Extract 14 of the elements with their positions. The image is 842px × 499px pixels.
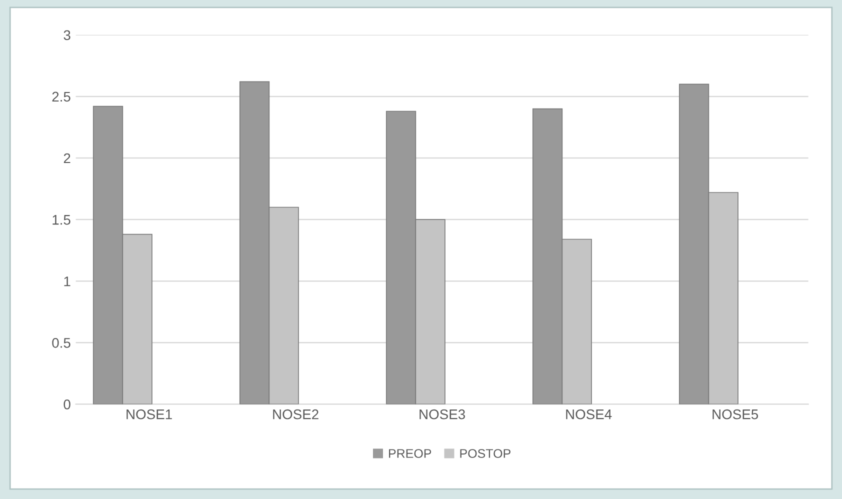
legend-label: POSTOP: [460, 449, 510, 458]
x-tick-label: NOSE5: [712, 409, 758, 420]
y-tick-label: 0.5: [52, 338, 70, 348]
x-tick-label: NOSE2: [273, 409, 318, 420]
y-tick-label: 3: [64, 30, 70, 40]
y-tick-label: 1.5: [52, 215, 70, 225]
y-tick-label: 2.5: [52, 92, 70, 102]
x-tick-label: NOSE3: [420, 409, 465, 420]
y-tick-label: 1: [64, 276, 70, 286]
y-tick-label: 2: [64, 153, 70, 164]
legend-label: PREOP: [389, 449, 432, 458]
x-tick-label: NOSE4: [566, 409, 612, 420]
x-tick-label: NOSE1: [126, 409, 172, 420]
y-tick-label: 0: [64, 400, 70, 410]
